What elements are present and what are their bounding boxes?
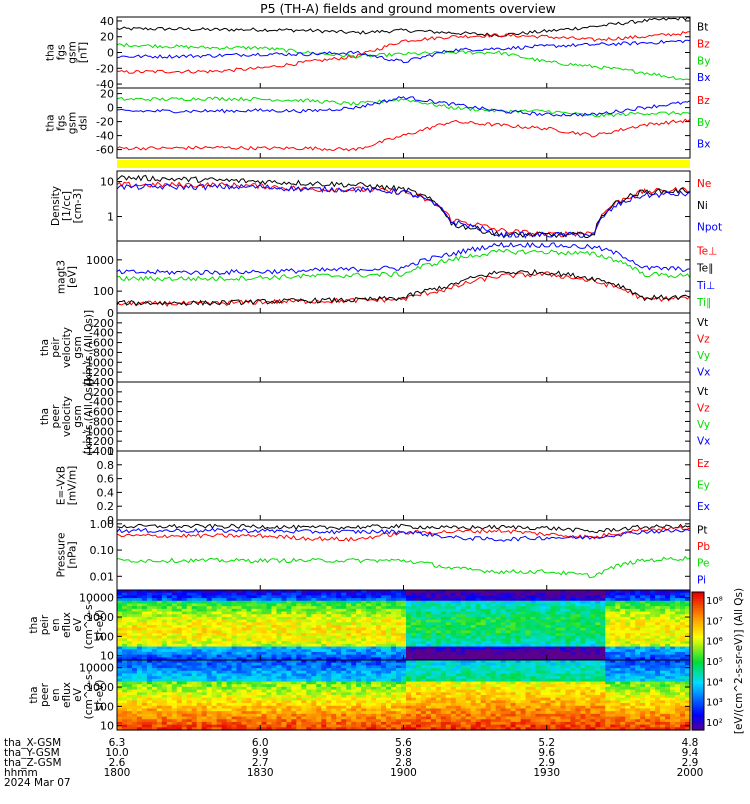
panel-frame (117, 451, 690, 520)
series-line-density-Npot (117, 184, 690, 237)
legend-Ey: Ey (697, 479, 710, 491)
panel-frame (117, 382, 690, 451)
legend-Ne: Ne (697, 178, 711, 190)
legend-Ex: Ex (697, 501, 710, 513)
y-axis-label: [nPa] (67, 541, 79, 568)
legend-Vt: Vt (697, 386, 708, 398)
legend-Npot: Npot (697, 222, 722, 234)
y-tick-label: -60 (96, 144, 114, 157)
panel-frame (117, 520, 690, 590)
legend-Te⊥: Te⊥ (696, 246, 717, 258)
legend-Bx: Bx (697, 139, 710, 151)
y-tick-label: -20 (96, 62, 114, 75)
legend-Vy: Vy (697, 350, 710, 362)
y-axis-label: dsl (78, 115, 90, 130)
panel-frame (117, 171, 690, 241)
y-tick-label: 0.8 (97, 459, 115, 472)
y-tick-label: -40 (96, 130, 114, 143)
legend-Vz: Vz (697, 403, 710, 415)
y-tick-label: 0 (107, 102, 114, 115)
y-tick-label: 0.4 (97, 486, 115, 499)
y-axis-label: [km/s (All Qs)] (83, 379, 95, 454)
legend-Ti⊥: Ti⊥ (696, 280, 715, 292)
y-tick-label: 20 (100, 88, 114, 101)
y-tick-label: 1 (107, 445, 114, 458)
series-line-pressure-Pb (117, 527, 690, 542)
legend-Vt: Vt (697, 317, 708, 329)
series-line-pressure-Pe (117, 557, 690, 578)
legend-Ez: Ez (697, 458, 710, 470)
legend-Vx: Vx (697, 436, 710, 448)
legend-Pt: Pt (697, 524, 707, 536)
y-tick-label: 0.6 (97, 473, 115, 486)
legend-Vz: Vz (697, 334, 710, 346)
legend-Vy: Vy (697, 419, 710, 431)
series-line-fgs-gse-By (117, 97, 690, 117)
y-tick-label: 0.2 (97, 500, 115, 513)
legend-By: By (697, 55, 710, 67)
y-axis-label: [nT] (78, 42, 90, 63)
legend-Bz: Bz (697, 95, 710, 107)
y-axis-label: [eV] (67, 266, 79, 288)
y-tick-label: 0 (107, 47, 114, 60)
series-line-fgs-gsm-Bz (117, 32, 690, 74)
y-tick-label: 0.01 (90, 570, 115, 583)
series-line-fgs-gsm-By (117, 43, 690, 80)
legend-Bz: Bz (697, 38, 710, 50)
y-tick-label: 10 (100, 176, 114, 189)
y-axis-label: [cm-3] (72, 189, 84, 224)
y-axis-label: sr-eV) (94, 610, 106, 641)
legend-Pb: Pb (697, 541, 710, 553)
series-line-temperature-Ti∥ (117, 249, 690, 281)
legend-Ni: Ni (697, 200, 708, 212)
series-line-temperature-Ti⊥ (117, 243, 690, 275)
y-tick-label: 1 (107, 211, 114, 224)
legend-Pe: Pe (697, 558, 709, 570)
legend-By: By (697, 117, 710, 129)
panel-frame (117, 313, 690, 382)
series-line-temperature-Te⊥ (117, 272, 690, 306)
legend-Ti∥: Ti∥ (696, 297, 711, 309)
y-tick-label: 100 (93, 285, 114, 298)
panel-frame (117, 241, 690, 313)
series-line-fgs-gsm-Bt (117, 17, 690, 37)
legend-Bt: Bt (697, 21, 708, 33)
quality-flag-bar (117, 160, 690, 168)
legend-Pi: Pi (697, 574, 706, 586)
series-line-fgs-gsm-Bx (117, 40, 690, 62)
y-tick-label: 1.00 (90, 518, 115, 531)
y-tick-label: -20 (96, 116, 114, 129)
y-tick-label: 40 (100, 15, 114, 28)
y-axis-label: [km/s (All Qs)] (83, 310, 95, 385)
series-line-fgs-gse-Bz (117, 119, 690, 151)
y-tick-label: 20 (100, 31, 114, 44)
y-tick-label: 0.10 (90, 544, 115, 557)
y-tick-label: 1000 (86, 254, 114, 267)
legend-Vx: Vx (697, 367, 710, 379)
legend-Bx: Bx (697, 72, 710, 84)
legend-Te∥: Te∥ (696, 263, 713, 275)
plot-title: P5 (TH-A) fields and ground moments over… (260, 1, 556, 16)
y-axis-label: [mV/m] (67, 466, 79, 505)
